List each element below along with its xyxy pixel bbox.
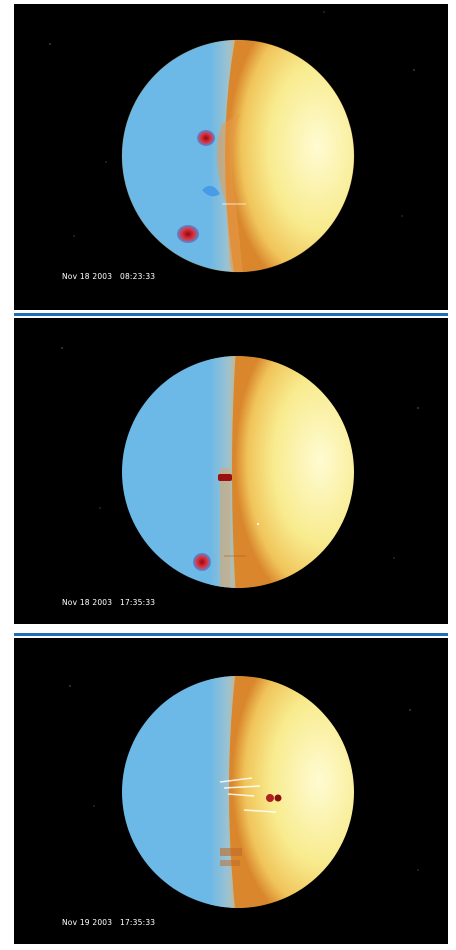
near-side-hemisphere <box>232 356 354 588</box>
sun-panel-2: Nov 18 2003 17:35:33 <box>14 318 448 624</box>
magnetic-spot-lower <box>193 553 211 571</box>
limb-spot <box>218 474 232 481</box>
sun-panel-3: Nov 19 2003 17:35:33 <box>14 638 448 944</box>
timestamp: Nov 18 2003 08:23:33 <box>62 272 156 281</box>
stars <box>69 685 419 871</box>
near-side-hemisphere <box>225 40 354 272</box>
flare-streaks <box>219 777 277 813</box>
panel-divider <box>14 633 448 636</box>
sun-panel-1: Nov 18 2003 08:23:33 <box>14 4 448 310</box>
sun-image-2 <box>61 347 419 588</box>
timestamp: Nov 19 2003 17:35:33 <box>62 918 156 927</box>
magnetic-spot-lower <box>177 225 199 243</box>
stars <box>49 11 415 237</box>
near-side-hemisphere <box>229 676 354 908</box>
sun-image-3 <box>69 676 419 908</box>
timestamp: Nov 18 2003 17:35:33 <box>62 598 156 607</box>
active-region <box>266 794 274 802</box>
magnetic-spot-upper <box>197 130 215 146</box>
stars <box>61 347 419 559</box>
panel-divider <box>14 313 448 316</box>
sun-image-1 <box>49 11 415 273</box>
blue-patch <box>202 185 220 197</box>
